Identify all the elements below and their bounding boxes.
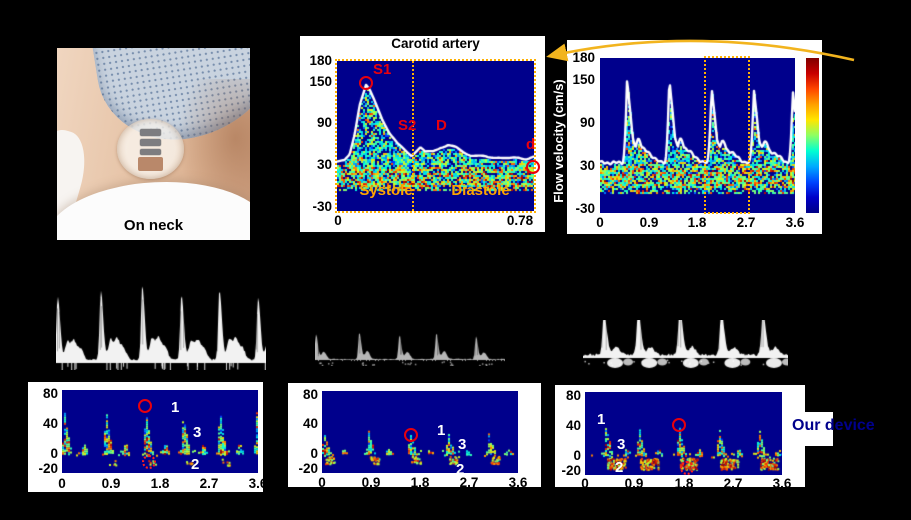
y-tick-label: 40 [42, 416, 58, 431]
feature-circle [672, 418, 686, 432]
y-tick-label: 0 [310, 446, 318, 461]
annotation-d-end: d [526, 136, 536, 153]
y-tick-label: 90 [316, 115, 332, 130]
s1-peak-circle [359, 76, 373, 90]
systole-diastole-divider [412, 61, 414, 211]
y-tick-label: 90 [579, 115, 595, 130]
y-tick-label: -30 [575, 201, 595, 216]
feature-number-3: 3 [458, 436, 467, 453]
x-tick-label: 2.7 [736, 215, 756, 230]
systole-label: Systole [359, 182, 413, 199]
zoom-context-arrow [546, 39, 855, 62]
x-tick-label: 3.6 [508, 475, 528, 490]
x-tick-label: 3.6 [248, 476, 268, 491]
y-tick-label: 30 [579, 158, 595, 173]
reference-doppler-trace-left [56, 286, 266, 370]
y-tick-label: 30 [316, 157, 332, 172]
device-chip [140, 139, 161, 146]
x-tick-label: 1.8 [687, 215, 707, 230]
x-tick-label: 0 [581, 476, 589, 491]
feature-number-2: 2 [456, 461, 465, 478]
x-tick-label: 0 [318, 475, 326, 490]
device-chip [140, 129, 161, 136]
x-tick-label: 1.8 [150, 476, 170, 491]
feature-number-1: 1 [597, 411, 606, 428]
annotation-d-wave: D [436, 117, 447, 134]
x-tick-label: 2.7 [723, 476, 743, 491]
y-tick-label: 150 [309, 74, 332, 89]
feature-number-2: 2 [615, 459, 624, 476]
diastole-label: Diastole [451, 182, 510, 199]
y-tick-label: -20 [298, 461, 318, 476]
d-end-circle [526, 160, 540, 174]
chart-title: Carotid artery [391, 36, 480, 51]
wearable-patch-device [116, 119, 185, 179]
y-tick-label: 80 [302, 387, 318, 402]
y-tick-label: 80 [42, 386, 58, 401]
x-tick-label: 0.9 [624, 476, 644, 491]
annotation-s2: S2 [398, 117, 417, 134]
feature-number-3: 3 [617, 436, 626, 453]
x-tick-label: 0 [596, 215, 604, 230]
y-tick-label: 40 [565, 418, 581, 433]
y-tick-label: 180 [572, 50, 595, 65]
x-tick-label: 0.78 [506, 213, 534, 228]
x-tick-label: 3.6 [785, 215, 805, 230]
photo-on-neck: On neck [57, 48, 250, 240]
x-tick-label: 0.9 [639, 215, 659, 230]
y-tick-label: 180 [309, 53, 332, 68]
x-tick-label: 1.8 [410, 475, 430, 490]
carotid-beat-chart-panel: Carotid artery 180 150 90 30 -30 S1 S2 D… [300, 36, 545, 232]
flow-velocity-axis-label: Flow velocity (cm/s) [551, 79, 566, 203]
feature-number-1: 1 [171, 399, 180, 416]
feature-number-1: 1 [437, 422, 446, 439]
y-tick-label: 40 [302, 416, 318, 431]
feature-circle [404, 428, 418, 442]
device-chip [140, 148, 161, 156]
reference-doppler-trace-right [583, 320, 788, 374]
overview-chart-panel: 180 150 90 30 -30 0 0.9 1.8 2.7 3.6 [567, 40, 822, 234]
device-spectrogram-panel-right: 80 40 0 -20 1 3 2 0 0.9 1.8 2.7 3.6 [555, 385, 805, 491]
x-tick-label: 2.7 [459, 475, 479, 490]
y-tick-label: 0 [50, 446, 58, 461]
annotation-s1: S1 [373, 61, 392, 78]
y-tick-label: -20 [561, 463, 581, 478]
reference-doppler-trace-middle [315, 328, 505, 366]
device-spectrogram-panel-left: 80 40 0 -20 1 3 2 0 0.9 1.8 2.7 3.6 [28, 382, 267, 492]
highlight-window-box [704, 56, 750, 214]
photo-caption: On neck [123, 217, 184, 235]
device-spectrogram-left [62, 390, 258, 473]
feature-circle [138, 399, 152, 413]
feature-dashed-circle [680, 461, 694, 475]
feature-number-2: 2 [191, 456, 200, 473]
device-spectrogram-panel-middle: 80 40 0 -20 1 3 2 0 0.9 1.8 2.7 3.6 [288, 383, 541, 490]
y-tick-label: 80 [565, 388, 581, 403]
device-transducer-pad [137, 157, 164, 171]
x-tick-label: 1.8 [674, 476, 694, 491]
y-tick-label: -30 [312, 199, 332, 214]
x-tick-label: 0 [334, 213, 342, 228]
x-tick-label: 0 [58, 476, 66, 491]
colorbar [806, 58, 819, 213]
x-tick-label: 3.6 [772, 476, 792, 491]
our-device-label-box [805, 412, 833, 446]
y-tick-label: 150 [572, 72, 595, 87]
overview-spectrogram [600, 58, 795, 213]
feature-number-3: 3 [193, 424, 202, 441]
y-tick-label: 0 [573, 448, 581, 463]
device-spectrogram-middle [322, 391, 518, 473]
x-tick-label: 0.9 [101, 476, 121, 491]
x-tick-label: 0.9 [361, 475, 381, 490]
x-tick-label: 2.7 [199, 476, 219, 491]
plot-dotted-frame [335, 59, 536, 213]
feature-dashed-circle [142, 455, 156, 469]
our-device-label: Our device [792, 417, 875, 434]
y-tick-label: -20 [38, 461, 58, 476]
